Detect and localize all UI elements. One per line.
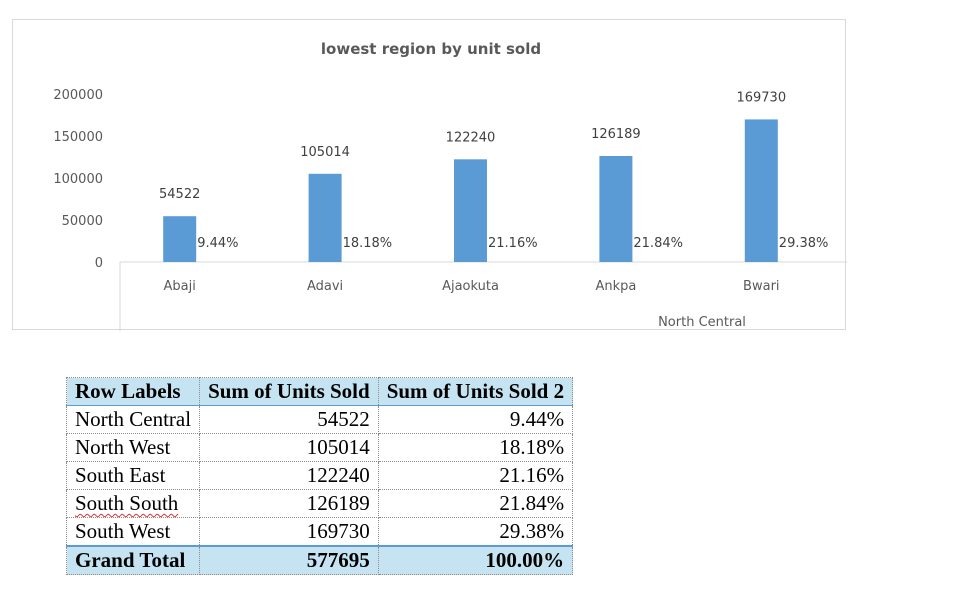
row-label[interactable]: South West — [65, 517, 201, 547]
bar — [308, 173, 342, 262]
bar-value-label: 169730 — [736, 90, 786, 105]
x-tick-label: Abaji — [164, 279, 196, 294]
bar-percent-label: 29.38% — [779, 236, 829, 251]
bar-value-label: 126189 — [591, 127, 641, 142]
row-label-text: South South — [75, 491, 179, 515]
y-tick-label: 0 — [95, 256, 103, 271]
row-percent[interactable]: 29.38% — [377, 517, 574, 547]
table-row[interactable]: South West 169730 29.38% — [65, 517, 574, 547]
grand-total-label[interactable]: Grand Total — [65, 545, 201, 575]
row-percent[interactable]: 21.84% — [377, 489, 574, 518]
row-units[interactable]: 54522 — [199, 405, 379, 434]
bar-value-label: 54522 — [159, 187, 200, 202]
y-tick-label: 150000 — [53, 130, 103, 145]
bars — [163, 119, 778, 262]
y-tick-label: 100000 — [53, 172, 103, 187]
row-percent[interactable]: 18.18% — [377, 433, 574, 462]
row-label[interactable]: South South — [65, 489, 201, 518]
y-axis: 0 50000 100000 150000 200000 — [53, 88, 103, 271]
bar — [163, 216, 197, 262]
pivot-table: Row Labels Sum of Units Sold Sum of Unit… — [65, 377, 574, 575]
x-tick-label: Ajaokuta — [442, 279, 499, 294]
table-row[interactable]: South East 122240 21.16% — [65, 461, 574, 490]
row-units[interactable]: 105014 — [199, 433, 379, 462]
table-row[interactable]: North Central 54522 9.44% — [65, 405, 574, 434]
chart-area[interactable]: lowest region by unit sold 0 50000 100000 1… — [12, 19, 847, 331]
grand-total-units[interactable]: 577695 — [199, 545, 379, 575]
row-label[interactable]: North West — [65, 433, 201, 462]
row-label[interactable]: South East — [65, 461, 201, 490]
bar-percent-label: 21.84% — [633, 236, 683, 251]
x-tick-label: Adavi — [307, 279, 343, 294]
table-row[interactable]: North West 105014 18.18% — [65, 433, 574, 462]
header-sum-units[interactable]: Sum of Units Sold — [199, 377, 379, 406]
x-group-label: North Central — [658, 315, 746, 330]
table-row[interactable]: South South 126189 21.84% — [65, 489, 574, 518]
row-units[interactable]: 122240 — [199, 461, 379, 490]
row-units[interactable]: 126189 — [199, 489, 379, 518]
bar-chart: lowest region by unit sold 0 50000 100000 1… — [53, 40, 847, 331]
grand-total-row[interactable]: Grand Total 577695 100.00% — [65, 545, 574, 575]
row-percent[interactable]: 9.44% — [377, 405, 574, 434]
row-percent[interactable]: 21.16% — [377, 461, 574, 490]
y-tick-label: 200000 — [53, 88, 103, 103]
bar-percent-label: 9.44% — [197, 236, 238, 251]
data-labels: 54522 9.44% 105014 18.18% 122240 21.16% 126189… — [159, 90, 828, 251]
header-sum-units-2[interactable]: Sum of Units Sold 2 — [377, 377, 574, 406]
table-header-row: Row Labels Sum of Units Sold Sum of Unit… — [65, 377, 574, 406]
bar — [744, 119, 778, 262]
header-row-labels[interactable]: Row Labels — [65, 377, 201, 406]
chart-title: lowest region by unit sold — [321, 40, 541, 58]
y-tick-label: 50000 — [62, 214, 103, 229]
bar-percent-label: 21.16% — [488, 236, 538, 251]
x-axis: Abaji Adavi Ajaokuta Ankpa Bwari — [119, 261, 847, 331]
bar-percent-label: 18.18% — [343, 236, 393, 251]
grand-total-percent[interactable]: 100.00% — [377, 545, 574, 575]
bar-value-label: 105014 — [300, 145, 350, 160]
row-label[interactable]: North Central — [65, 405, 201, 434]
x-tick-label: Bwari — [743, 279, 779, 294]
bar — [599, 156, 633, 262]
bar-value-label: 122240 — [446, 130, 496, 145]
row-units[interactable]: 169730 — [199, 517, 379, 547]
bar — [454, 159, 487, 262]
x-tick-label: Ankpa — [595, 279, 636, 294]
